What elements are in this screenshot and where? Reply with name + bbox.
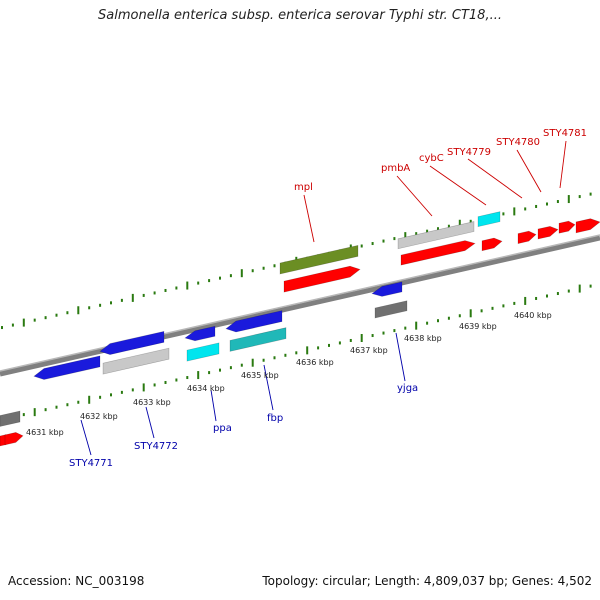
gene-arrow-reverse[interactable] (229, 327, 287, 352)
kbp-label: 4635 kbp (241, 371, 279, 380)
gene-labels: mpl pmbA cybC STY4779 STY4780 STY4781 ST… (69, 128, 587, 469)
gene-label-fbp[interactable]: fbp (267, 413, 283, 424)
topology-text: Topology: circular; Length: 4,809,037 bp… (262, 574, 592, 588)
gene-arrow-reverse[interactable] (371, 281, 403, 297)
accession-text: Accession: NC_003198 (8, 574, 145, 588)
kbp-label: 4634 kbp (187, 384, 225, 393)
gene-label-STY4781[interactable]: STY4781 (543, 128, 587, 139)
map-title: Salmonella enterica subsp. enterica sero… (98, 8, 502, 23)
leader-line (303, 194, 315, 243)
gene-label-yjga[interactable]: yjga (397, 383, 418, 394)
gene-arrow-reverse[interactable] (102, 347, 170, 375)
gene-label-STY4779[interactable]: STY4779 (447, 147, 491, 158)
leader-line (263, 364, 274, 411)
kbp-label: 4632 kbp (80, 412, 118, 421)
kbp-scale-labels: 4631 kbp 4632 kbp 4633 kbp 4634 kbp 4635… (26, 311, 552, 437)
gene-arrow-reverse[interactable] (374, 300, 408, 319)
genome-backbone (0, 234, 600, 377)
gene-arrow-forward[interactable] (4, 432, 24, 446)
leader-line (80, 419, 92, 456)
gene-label-ppa[interactable]: ppa (213, 423, 232, 434)
gene-arrow-reverse[interactable] (99, 330, 165, 355)
gene-arrow-forward[interactable] (283, 265, 361, 293)
gene-arrow-forward[interactable] (558, 220, 576, 234)
gene-arrow-forward[interactable] (0, 410, 21, 427)
kbp-label: 4640 kbp (514, 311, 552, 320)
leader-line (396, 175, 433, 217)
kbp-label: 4638 kbp (404, 334, 442, 343)
leader-line (467, 158, 523, 199)
leader-line (145, 406, 155, 439)
leader-line (210, 389, 217, 422)
kbp-label: 4639 kbp (459, 322, 497, 331)
gene-arrow-reverse[interactable] (33, 355, 101, 380)
gene-arrow-forward[interactable] (397, 221, 475, 250)
gene-arrow-forward[interactable] (537, 226, 559, 240)
gene-features[interactable] (0, 211, 600, 447)
gene-label-cybC[interactable]: cybC (419, 153, 444, 164)
kbp-label: 4633 kbp (133, 398, 171, 407)
kbp-label: 4637 kbp (350, 346, 388, 355)
leader-line (559, 140, 567, 189)
gene-label-STY4771[interactable]: STY4771 (69, 458, 113, 469)
inner-tick-track (1, 284, 592, 422)
label-leader-lines (80, 140, 567, 456)
outer-tick-track (1, 192, 592, 330)
gene-label-STY4772[interactable]: STY4772 (134, 441, 178, 452)
gene-arrow-reverse[interactable] (186, 342, 220, 362)
kbp-label: 4631 kbp (26, 428, 64, 437)
leader-line (429, 165, 487, 206)
gene-arrow-forward[interactable] (400, 240, 476, 266)
kbp-label: 4636 kbp (296, 358, 334, 367)
gene-arrow-forward[interactable] (279, 244, 359, 275)
leader-line (395, 332, 406, 382)
gene-arrow-reverse[interactable] (225, 310, 283, 333)
gene-arrow-forward[interactable] (575, 218, 600, 234)
backbone-highlight (0, 234, 600, 372)
gene-label-STY4780[interactable]: STY4780 (496, 137, 540, 148)
gene-arrow-forward[interactable] (477, 211, 501, 228)
gene-arrow-forward[interactable] (481, 237, 503, 252)
gene-arrow-forward[interactable] (517, 230, 537, 244)
gene-arrow-reverse[interactable] (184, 325, 216, 342)
gene-label-pmbA[interactable]: pmbA (381, 163, 410, 174)
gene-label-mpl[interactable]: mpl (294, 182, 313, 193)
leader-line (516, 149, 542, 193)
